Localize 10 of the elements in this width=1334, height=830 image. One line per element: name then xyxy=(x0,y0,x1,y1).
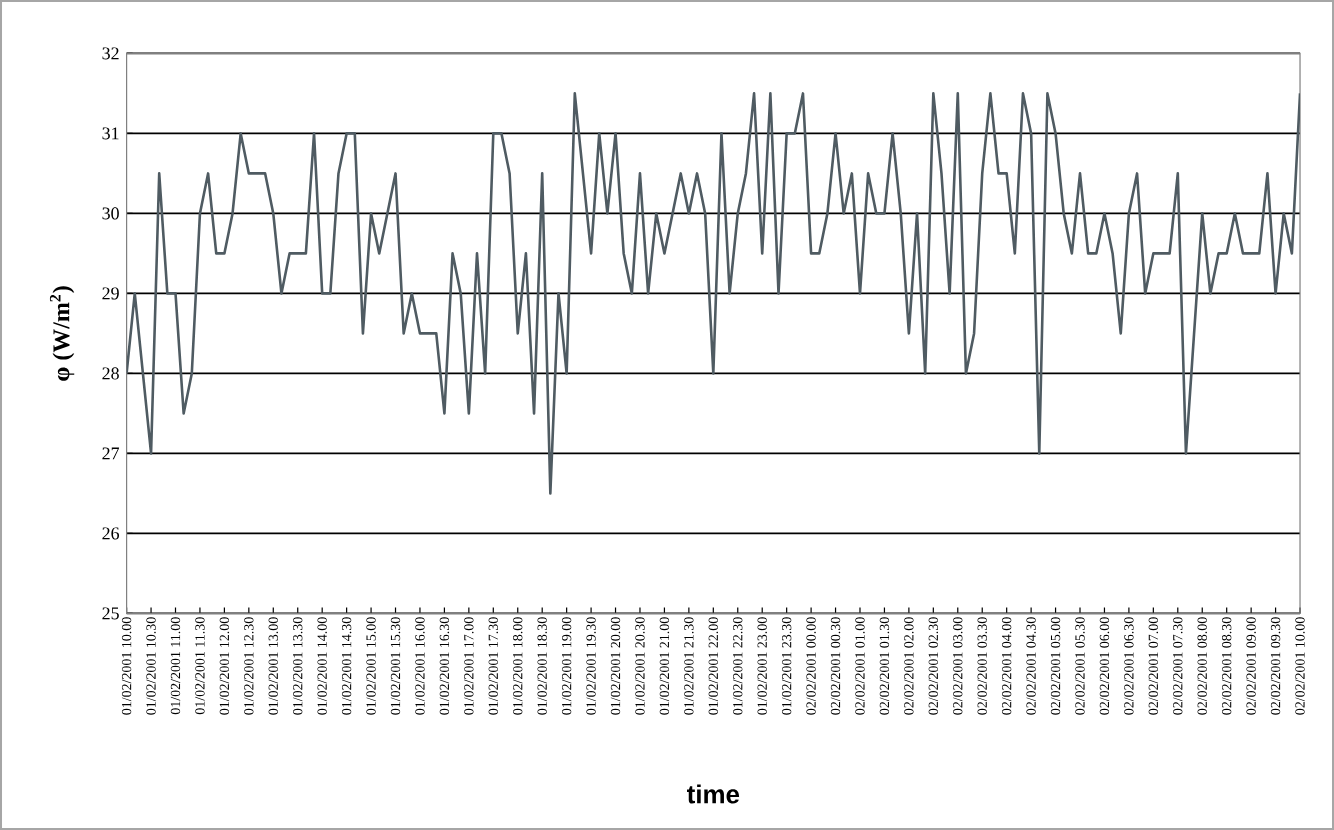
y-tick-label: 30 xyxy=(102,207,119,220)
y-tick-label: 26 xyxy=(102,527,120,540)
y-axis-title: φ (W/m$^{2}$) xyxy=(49,286,75,381)
y-tick-label: 27 xyxy=(102,447,120,460)
y-tick-label: 25 xyxy=(102,607,119,620)
y-tick-label: 31 xyxy=(102,127,119,140)
y-tick-label: 29 xyxy=(102,287,119,300)
x-axis-title: time xyxy=(687,784,740,804)
y-tick-label: 32 xyxy=(102,47,119,60)
y-tick-label: 28 xyxy=(102,367,119,380)
